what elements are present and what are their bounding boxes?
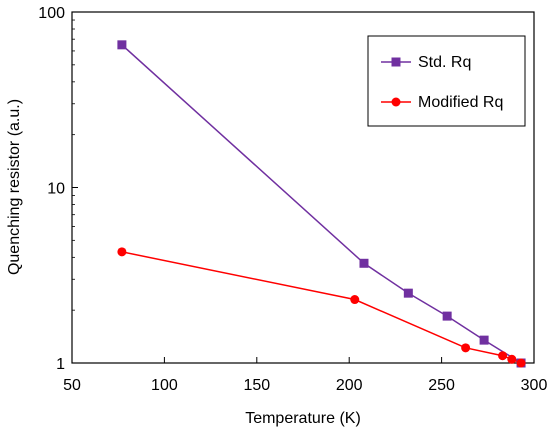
data-point-modified-rq [516, 358, 526, 368]
x-tick-label: 250 [428, 377, 455, 394]
data-point-std-rq [479, 335, 489, 345]
series-line-std-rq [121, 44, 522, 364]
data-point-modified-rq [507, 354, 517, 364]
data-point-modified-rq [350, 295, 360, 305]
data-point-modified-rq [117, 247, 127, 257]
data-point-std-rq [403, 288, 413, 298]
data-point-std-rq [117, 40, 127, 50]
data-point-std-rq [442, 311, 452, 321]
data-point-modified-rq [498, 351, 508, 361]
x-tick-label: 50 [63, 377, 81, 394]
y-axis-title: Quenching resistor (a.u.) [6, 99, 23, 275]
axis-ticks: 50 100 150 200 250 300 1 10 100 [38, 5, 547, 394]
x-tick-label: 100 [151, 377, 178, 394]
legend-label-std-rq: Std. Rq [418, 54, 471, 71]
legend-label-modified-rq: Modified Rq [418, 94, 503, 111]
legend: Std. Rq Modified Rq [367, 35, 526, 127]
x-tick-label: 150 [243, 377, 270, 394]
y-tick-label: 1 [56, 356, 65, 373]
legend-marker-std-rq [391, 57, 401, 67]
legend-box [367, 35, 526, 127]
series-markers [117, 40, 526, 368]
y-tick-label: 100 [38, 5, 65, 22]
data-point-std-rq [359, 258, 369, 268]
x-axis-title: Temperature (K) [245, 410, 361, 427]
x-tick-label: 200 [336, 377, 363, 394]
x-tick-label: 300 [521, 377, 548, 394]
data-point-modified-rq [461, 343, 471, 353]
legend-marker-modified-rq [391, 97, 401, 107]
y-tick-label: 10 [47, 181, 65, 198]
